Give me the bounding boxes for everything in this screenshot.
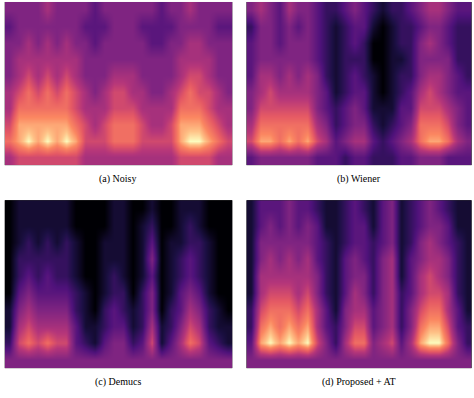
svg-text:(b) Wiener: (b) Wiener (337, 173, 381, 185)
svg-text:(c) Demucs: (c) Demucs (95, 376, 141, 388)
svg-text:(a) Noisy: (a) Noisy (99, 173, 137, 185)
svg-text:(d) Proposed + AT: (d) Proposed + AT (322, 376, 396, 388)
